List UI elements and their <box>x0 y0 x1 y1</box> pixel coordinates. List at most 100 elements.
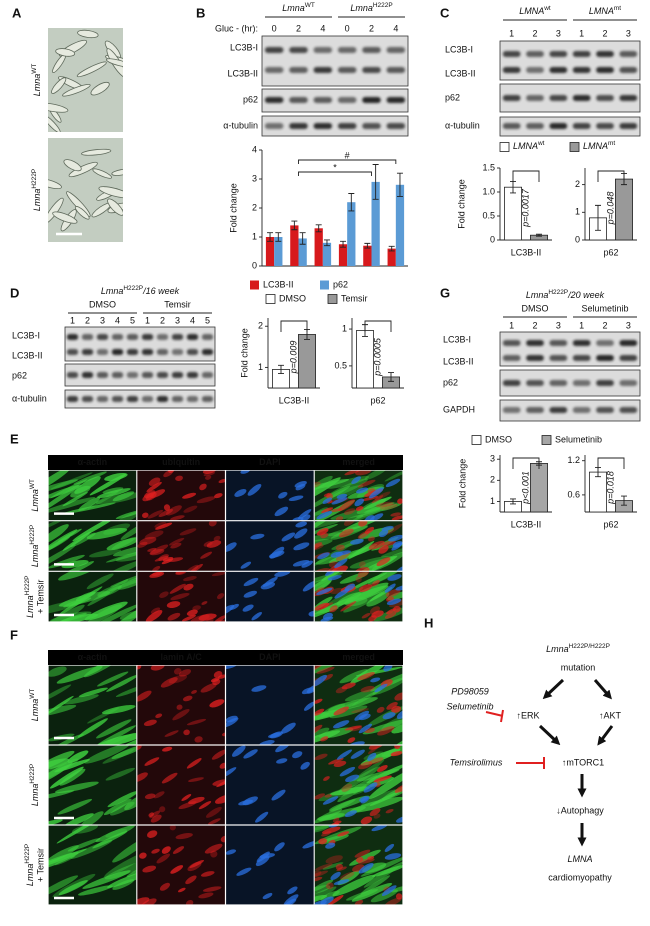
stain <box>158 554 169 561</box>
cell <box>51 77 67 94</box>
group-label: DMSO <box>89 299 116 309</box>
row-label-tail: + Temsir <box>35 580 45 614</box>
stain <box>198 892 214 899</box>
column-header: lamin A/C <box>161 652 203 662</box>
stain <box>191 689 197 694</box>
blot-band <box>549 407 568 413</box>
blot-band <box>337 47 357 53</box>
fiber <box>337 775 378 803</box>
stain <box>394 783 403 793</box>
blot-title: LmnaH222P/20 week <box>526 289 605 301</box>
legend-swatch <box>320 280 329 290</box>
nucleus <box>327 575 342 581</box>
stain <box>152 565 161 572</box>
x-axis-label: LC3B-II <box>511 247 542 257</box>
error-bar <box>510 498 516 505</box>
stain <box>397 498 403 505</box>
nucleus <box>325 842 336 849</box>
stain <box>205 806 222 818</box>
stain <box>375 501 394 508</box>
blot-title-base: Lmna <box>101 286 124 296</box>
nucleus <box>322 612 333 620</box>
tint <box>136 745 226 825</box>
nucleus <box>388 534 403 542</box>
stain <box>144 793 156 800</box>
blot-band <box>313 97 333 103</box>
nucleus <box>320 896 334 905</box>
nucleus <box>306 684 315 694</box>
nucleus <box>288 495 304 502</box>
group-label: LmnaWT <box>282 2 315 14</box>
micrograph <box>48 665 137 745</box>
nucleus <box>356 487 369 494</box>
blot-band <box>66 396 79 402</box>
stain <box>181 794 192 802</box>
micrograph <box>225 825 315 905</box>
row-label: LmnaH222P <box>24 844 36 886</box>
blot-strip <box>64 363 216 387</box>
stain <box>185 875 197 885</box>
stain <box>147 547 157 552</box>
blot-band <box>81 349 94 355</box>
stain <box>182 492 197 499</box>
blot-strip <box>499 399 641 422</box>
nucleus <box>242 604 254 612</box>
fiber <box>97 671 129 687</box>
stain <box>385 808 394 814</box>
cell <box>77 29 99 39</box>
cell <box>74 206 90 220</box>
stain <box>183 729 190 736</box>
blot-title-sup: H222P <box>548 289 568 296</box>
column-header: α-actin <box>78 457 108 467</box>
stain <box>361 613 371 619</box>
stain <box>355 856 364 863</box>
stain <box>201 601 208 605</box>
legend-label: Selumetinib <box>555 434 602 444</box>
y-tick-label: 1.0 <box>482 186 495 196</box>
legend-swatch <box>541 435 552 445</box>
error-bar <box>364 242 371 249</box>
stain <box>360 816 373 825</box>
group-label: Temsir <box>164 299 191 309</box>
blot-band <box>572 355 591 361</box>
fiber <box>48 761 73 785</box>
stain <box>136 690 152 702</box>
nucleus <box>292 560 310 567</box>
y-tick-label: 1 <box>252 231 257 241</box>
lane-label: 5 <box>205 315 210 325</box>
error-bar <box>315 224 322 233</box>
stain <box>341 783 353 792</box>
fiber <box>57 528 82 542</box>
stain <box>316 527 329 536</box>
stain <box>160 677 178 688</box>
stain <box>328 757 344 765</box>
blot-band <box>526 355 544 361</box>
group-label-sup: H222P <box>373 2 393 9</box>
cell <box>92 168 113 179</box>
fiber <box>322 862 344 870</box>
significance-bracket <box>298 159 397 164</box>
fiber <box>89 549 122 558</box>
lane-label: 0 <box>345 23 350 33</box>
stain <box>354 899 364 905</box>
group-label-base: LMNA <box>519 6 544 16</box>
fiber <box>106 674 137 692</box>
blot-band <box>572 95 591 101</box>
y-axis-label: Fold change <box>228 183 238 233</box>
p-value: p=0.009 <box>288 341 298 375</box>
fiber <box>350 796 403 813</box>
fiber <box>78 687 108 698</box>
stain <box>367 488 376 494</box>
lane-label: 4 <box>115 315 120 325</box>
stain <box>163 504 171 511</box>
stain <box>148 477 161 486</box>
stain <box>188 796 205 805</box>
blot-strip <box>64 326 216 362</box>
bar <box>356 330 374 389</box>
legend-swatch <box>471 435 482 445</box>
stain <box>367 856 375 860</box>
inhibitor: Selumetinib <box>446 701 493 711</box>
fiber <box>59 596 83 607</box>
node-sup: H222P/H222P <box>569 643 610 650</box>
